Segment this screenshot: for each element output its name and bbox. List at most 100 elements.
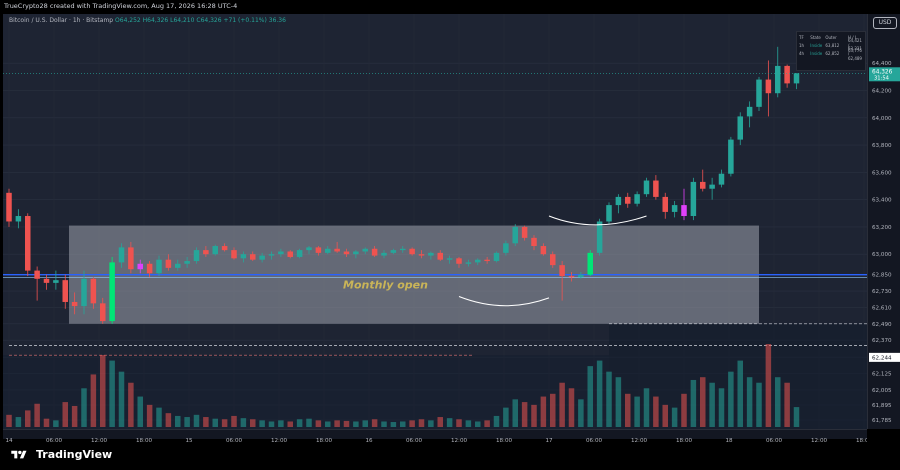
time-tick-label: 18: [725, 438, 733, 444]
candle: [287, 250, 293, 259]
volume-bar: [662, 404, 668, 427]
volume-bar: [559, 382, 565, 427]
volume-bar: [606, 371, 612, 427]
volume-bar: [784, 382, 790, 427]
candle-body: [737, 116, 743, 140]
volume-bar: [53, 420, 59, 427]
time-tick-label: 12:00: [811, 438, 828, 444]
candle-body: [371, 248, 378, 256]
price-axis-labels: 64,400 64,200 64,000 63,800 63,600 63,400 63,2…: [869, 61, 900, 424]
candle-body: [681, 205, 687, 217]
volume-bar: [81, 388, 87, 427]
candle-body: [156, 259, 162, 274]
price-tick-label: 62,730: [872, 289, 892, 295]
candle: [231, 247, 237, 260]
currency-button[interactable]: USD: [873, 17, 897, 29]
price-tick-label: 64,400: [872, 61, 892, 67]
volume-bar: [578, 399, 584, 427]
candle: [362, 247, 368, 255]
candle: [653, 175, 659, 200]
volume-bar: [165, 413, 172, 427]
candle: [671, 201, 678, 218]
volume-bar: [503, 407, 509, 427]
candle: [109, 256, 115, 324]
candle-body: [250, 254, 256, 260]
volume-bar: [765, 344, 772, 427]
candle-body: [6, 192, 12, 222]
candle: [587, 250, 593, 277]
tradingview-logo[interactable]: TradingView: [6, 448, 112, 461]
candle-body: [484, 259, 490, 262]
volume-bar: [531, 404, 537, 427]
candle: [690, 177, 697, 221]
candle-body: [446, 258, 453, 260]
volume-bar: [465, 420, 472, 427]
candle-body: [465, 262, 472, 264]
candle-body: [137, 263, 143, 270]
candle: [521, 225, 528, 241]
price-chart[interactable]: Monthly open: [3, 14, 867, 429]
candle: [700, 169, 706, 192]
time-axis[interactable]: 14 06:00 12:00 18:00 15 06:00 12:00 18:00 16 06:0…: [3, 429, 872, 444]
volume-bar: [100, 355, 106, 427]
candle-body: [643, 180, 650, 195]
volume-bar: [184, 417, 190, 427]
volume-bar: [325, 421, 331, 427]
support-curve: [458, 296, 550, 307]
candle: [315, 246, 322, 256]
volume-bar: [428, 420, 434, 427]
price-tick-label: 64,200: [872, 88, 892, 94]
candle: [53, 270, 59, 290]
current-price-tag: [869, 67, 900, 82]
volume-bar: [71, 405, 78, 427]
candle-body: [15, 216, 22, 222]
candle-body: [62, 280, 68, 302]
volume-bar: [353, 421, 359, 427]
candle: [456, 256, 462, 268]
candle-body: [521, 226, 528, 238]
candle: [625, 192, 631, 208]
volume-bar: [709, 382, 715, 427]
price-tick-label: 62,370: [872, 338, 892, 344]
chart-area[interactable]: Monthly open Bitcoin / U.S. Dollar · 1h …: [3, 14, 867, 429]
info-header-outer: Outer: [825, 34, 837, 40]
volume-bar: [446, 418, 453, 427]
candle: [578, 271, 584, 279]
candle-body: [634, 194, 640, 204]
candle-body: [259, 255, 265, 260]
candle: [240, 251, 247, 263]
candle: [606, 202, 612, 225]
info-cell: 4h: [799, 50, 805, 56]
volume-bar: [193, 414, 200, 427]
volume-bar: [512, 399, 518, 427]
candle-body: [165, 259, 172, 268]
price-axis[interactable]: USD 64,400 64,200 64,000 63,800 63,600 63,400…: [867, 14, 900, 429]
volume-bar: [15, 417, 22, 427]
volume-bar: [34, 403, 40, 427]
candle-body: [90, 278, 97, 304]
time-tick-label: 18:00: [496, 438, 513, 444]
candle-body: [718, 173, 725, 185]
candle-body: [475, 259, 481, 263]
candle: [737, 112, 743, 146]
candle-body: [109, 262, 115, 322]
candle: [381, 250, 387, 259]
candle: [634, 191, 640, 207]
candle-body: [146, 263, 153, 274]
info-cell: 63,812: [825, 42, 840, 48]
legend-symbol: Bitcoin / U.S. Dollar · 1h · Bitstamp: [9, 17, 114, 24]
candle: [90, 277, 97, 309]
volume-bar: [653, 396, 659, 427]
volume-bar: [437, 417, 443, 427]
candle-body: [25, 216, 31, 271]
candle: [118, 243, 125, 268]
footer: TradingView: [0, 442, 900, 470]
candle: [512, 224, 518, 247]
price-tick-label: 61,895: [872, 403, 892, 409]
candle: [221, 243, 228, 252]
attribution-bar: TrueCrypto28 created with TradingView.co…: [4, 2, 237, 14]
volume-bar: [6, 414, 12, 427]
legend-open: O64,252: [115, 17, 141, 24]
candle-body: [240, 254, 247, 259]
